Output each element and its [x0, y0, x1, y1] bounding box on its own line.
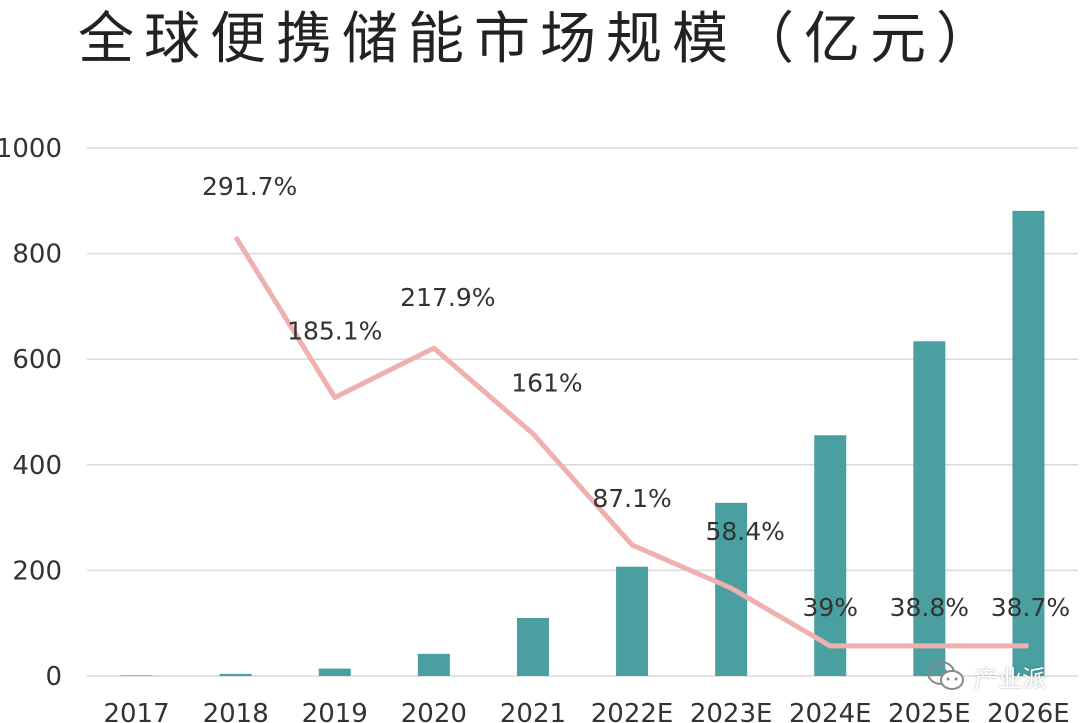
- growth-label: 161%: [511, 369, 582, 398]
- bar-2022E: [616, 566, 649, 676]
- bar-2024E: [814, 435, 847, 676]
- growth-label: 217.9%: [400, 283, 495, 312]
- bar-2017: [120, 675, 153, 676]
- x-tick-label: 2019: [302, 699, 368, 723]
- x-tick-label: 2022E: [591, 699, 674, 723]
- y-tick-label: 400: [12, 451, 62, 481]
- x-tick-label: 2020: [401, 699, 467, 723]
- bar-2018: [219, 673, 252, 676]
- x-tick-label: 2024E: [789, 699, 872, 723]
- y-tick-label: 800: [12, 240, 62, 270]
- y-tick-label: 1000: [0, 134, 62, 164]
- bar-2026E: [1012, 210, 1045, 676]
- wechat-icon: [927, 661, 964, 690]
- bar-2025E: [913, 341, 946, 676]
- x-tick-label: 2018: [203, 699, 269, 723]
- growth-label: 38.7%: [991, 593, 1070, 622]
- chart-title: 全球便携储能市场规模（亿元）: [78, 7, 1002, 72]
- watermark-text: 产业派: [974, 664, 1046, 693]
- y-tick-label: 0: [45, 662, 62, 692]
- growth-label: 39%: [802, 593, 858, 622]
- x-tick-label: 2017: [103, 699, 169, 723]
- growth-labels: 291.7% 185.1% 217.9% 161% 87.1% 58.4% 39% 38.8%…: [202, 172, 1070, 622]
- x-axis-ticks: 2017 2018 2019 2020 2021 2022E 2023E 2024E 2025E…: [103, 699, 1069, 723]
- bar-2021: [516, 617, 549, 676]
- growth-label: 185.1%: [287, 316, 382, 345]
- growth-label: 58.4%: [705, 517, 784, 546]
- growth-line-group: [233, 235, 1029, 649]
- growth-label: 38.8%: [890, 593, 969, 622]
- grid-lines: [87, 147, 1078, 677]
- bar-2020: [417, 653, 450, 676]
- growth-line: [233, 235, 1029, 649]
- x-tick-label: 2025E: [888, 699, 971, 723]
- x-tick-label: 2023E: [690, 699, 773, 723]
- bars: [120, 210, 1045, 676]
- y-tick-label: 600: [12, 345, 62, 375]
- x-tick-label: 2021: [500, 699, 566, 723]
- y-axis-ticks: 0 200 400 600 800 1000: [0, 134, 62, 692]
- growth-label: 291.7%: [202, 172, 297, 201]
- y-tick-label: 200: [12, 556, 62, 586]
- bar-2019: [318, 668, 351, 676]
- x-tick-label: 2026E: [987, 699, 1070, 723]
- watermark: 产业派: [926, 658, 1046, 694]
- growth-label: 87.1%: [592, 484, 671, 513]
